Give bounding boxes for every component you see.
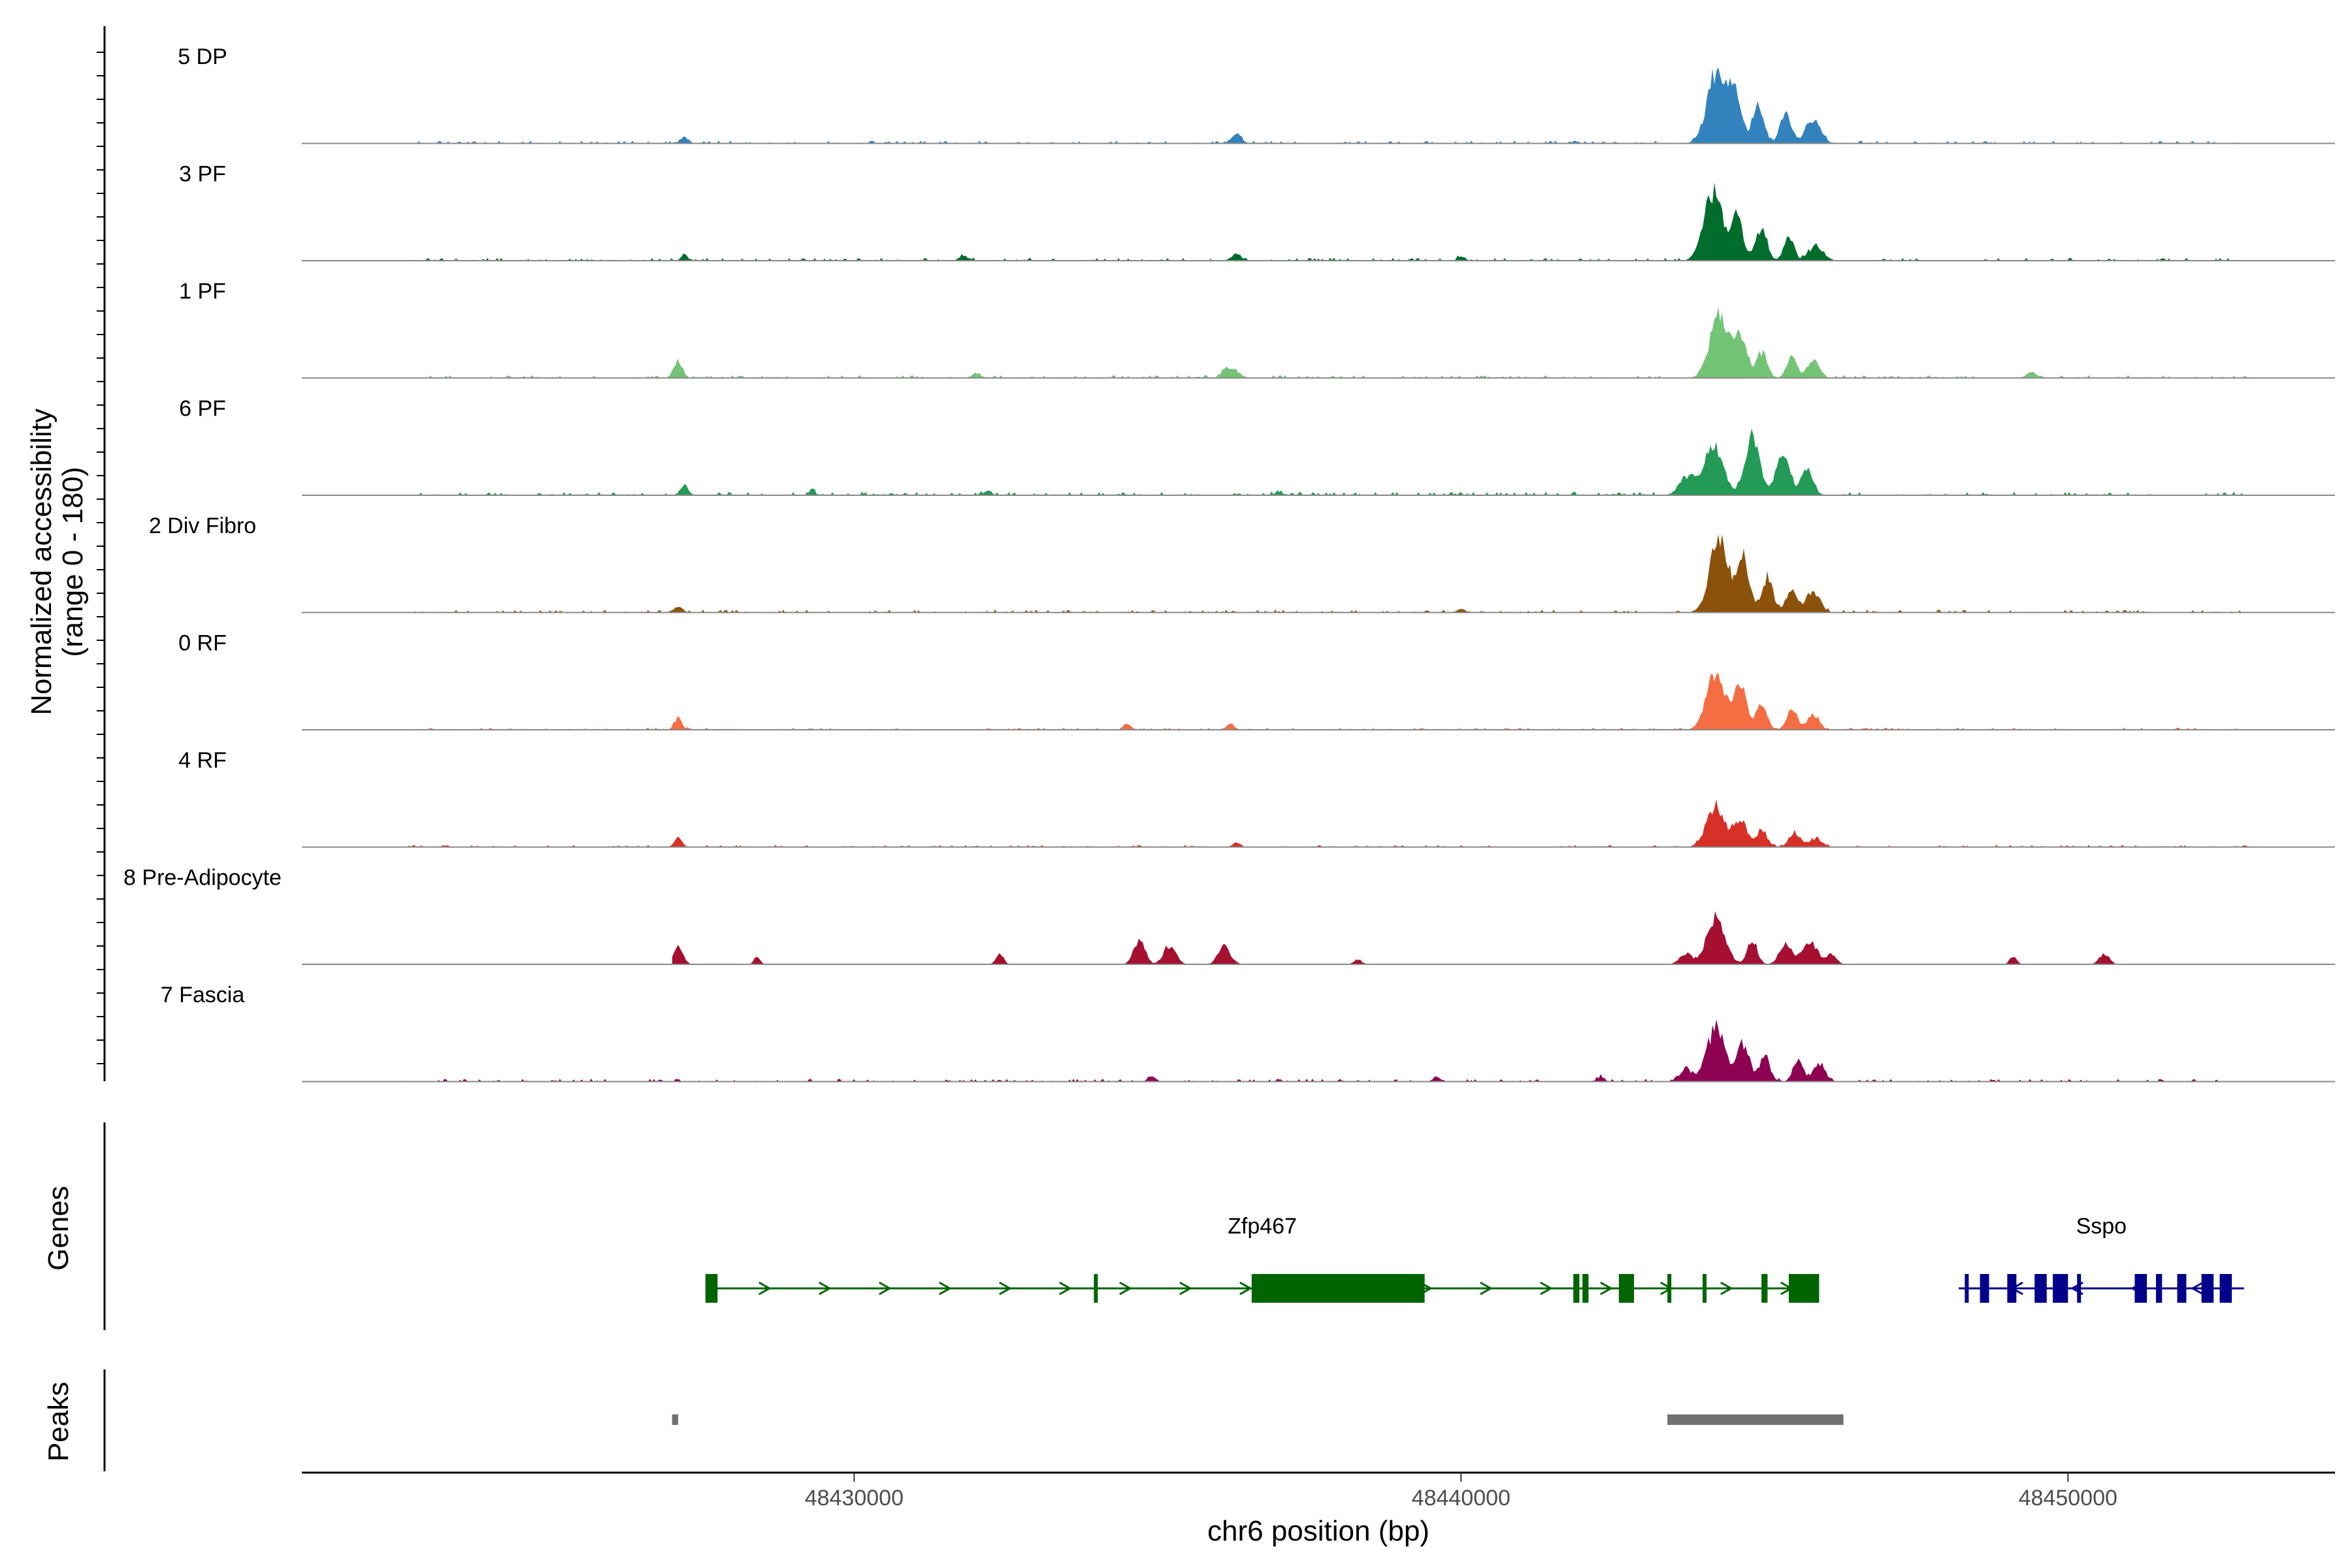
strand-arrow <box>1540 1281 1553 1296</box>
coverage-area <box>404 182 2250 261</box>
track-9: 7 Fascia <box>161 983 2335 1083</box>
track-label: 3 PF <box>179 162 226 187</box>
track-8: 8 Pre-Adipocyte <box>123 866 2335 965</box>
genes-track-title: Genes <box>42 1186 74 1271</box>
track-label: 5 DP <box>178 44 227 69</box>
exon <box>1094 1274 1098 1303</box>
x-axis: 48430000 48440000 48450000 <box>302 1471 2335 1511</box>
track-7: 4 RF <box>178 748 2335 848</box>
x-tick-label: 48450000 <box>2019 1486 2117 1511</box>
coverage-area <box>404 534 2250 613</box>
exon <box>2201 1274 2214 1303</box>
exon <box>1667 1274 1672 1303</box>
track-label: 0 RF <box>178 631 227 656</box>
peaks-track <box>672 1414 1844 1425</box>
gene-zfp467: Zfp467 <box>705 1214 1820 1303</box>
exon <box>1618 1274 1635 1303</box>
track-4: 6 PF <box>179 397 2335 496</box>
peak-region <box>672 1414 678 1425</box>
strand-arrow <box>1179 1281 1192 1296</box>
track-2: 3 PF <box>179 162 2335 261</box>
exon <box>2034 1274 2047 1303</box>
coverage-area <box>672 911 2129 964</box>
x-tick-label: 48440000 <box>1412 1486 1511 1511</box>
strand-arrow <box>2190 1281 2204 1296</box>
exon <box>1703 1274 1707 1303</box>
exon <box>1573 1274 1580 1303</box>
track-6: 0 RF <box>178 631 2335 730</box>
strand-arrow <box>939 1281 952 1296</box>
exon <box>1251 1274 1425 1303</box>
strand-arrow <box>1119 1281 1132 1296</box>
exon <box>1980 1274 1989 1303</box>
coverage-area <box>404 429 2250 495</box>
strand-arrow <box>879 1281 892 1296</box>
exon <box>2134 1274 2148 1303</box>
y-axis-title: Normalized accessibility <box>25 408 57 715</box>
gene-sspo: Sspo <box>1959 1214 2244 1303</box>
exon <box>2219 1274 2232 1303</box>
exon <box>2155 1274 2163 1303</box>
exon <box>1965 1274 1969 1303</box>
strand-arrow <box>759 1281 772 1296</box>
exon <box>1788 1274 1820 1303</box>
coverage-y-axis <box>97 26 106 1081</box>
track-label: 1 PF <box>179 279 226 304</box>
coverage-tracks: 5 DP 3 PF 1 PF 6 PF 2 Div Fibro 0 RF 4 RF 8 Pre… <box>123 44 2335 1083</box>
x-tick-label: 48430000 <box>805 1486 904 1511</box>
strand-arrow <box>999 1281 1012 1296</box>
y-axis-range: (range 0 - 180) <box>57 466 89 657</box>
genes-track: Zfp467 Sspo <box>705 1214 2244 1303</box>
coverage-area <box>404 67 2250 144</box>
track-1: 5 DP <box>178 44 2335 144</box>
exon <box>2177 1274 2187 1303</box>
track-label: 2 Div Fibro <box>149 514 256 538</box>
track-label: 6 PF <box>179 397 226 421</box>
strand-arrow <box>1239 1281 1252 1296</box>
exon <box>2053 1274 2068 1303</box>
track-5: 2 Div Fibro <box>149 514 2335 613</box>
strand-arrow <box>819 1281 832 1296</box>
peaks-track-title: Peaks <box>42 1382 74 1462</box>
coverage-area <box>404 306 2250 378</box>
strand-arrow <box>1059 1281 1072 1296</box>
strand-arrow <box>1480 1281 1493 1296</box>
strand-arrow <box>1600 1281 1613 1296</box>
x-axis-title: chr6 position (bp) <box>1207 1515 1429 1547</box>
peak-region <box>1667 1414 1844 1425</box>
exon <box>2007 1274 2017 1303</box>
track-label: 7 Fascia <box>161 983 245 1007</box>
exon <box>1761 1274 1768 1303</box>
strand-arrow <box>1720 1281 1733 1296</box>
coverage-area <box>404 672 2250 730</box>
track-label: 8 Pre-Adipocyte <box>123 866 282 890</box>
exon <box>705 1274 718 1303</box>
gene-label: Zfp467 <box>1228 1214 1297 1239</box>
track-3: 1 PF <box>179 279 2335 379</box>
exon <box>1582 1274 1589 1303</box>
coverage-area <box>404 1019 2220 1082</box>
gene-label: Sspo <box>2076 1214 2127 1239</box>
exon <box>2077 1274 2082 1303</box>
track-label: 4 RF <box>178 748 227 773</box>
coverage-area <box>404 799 2250 847</box>
